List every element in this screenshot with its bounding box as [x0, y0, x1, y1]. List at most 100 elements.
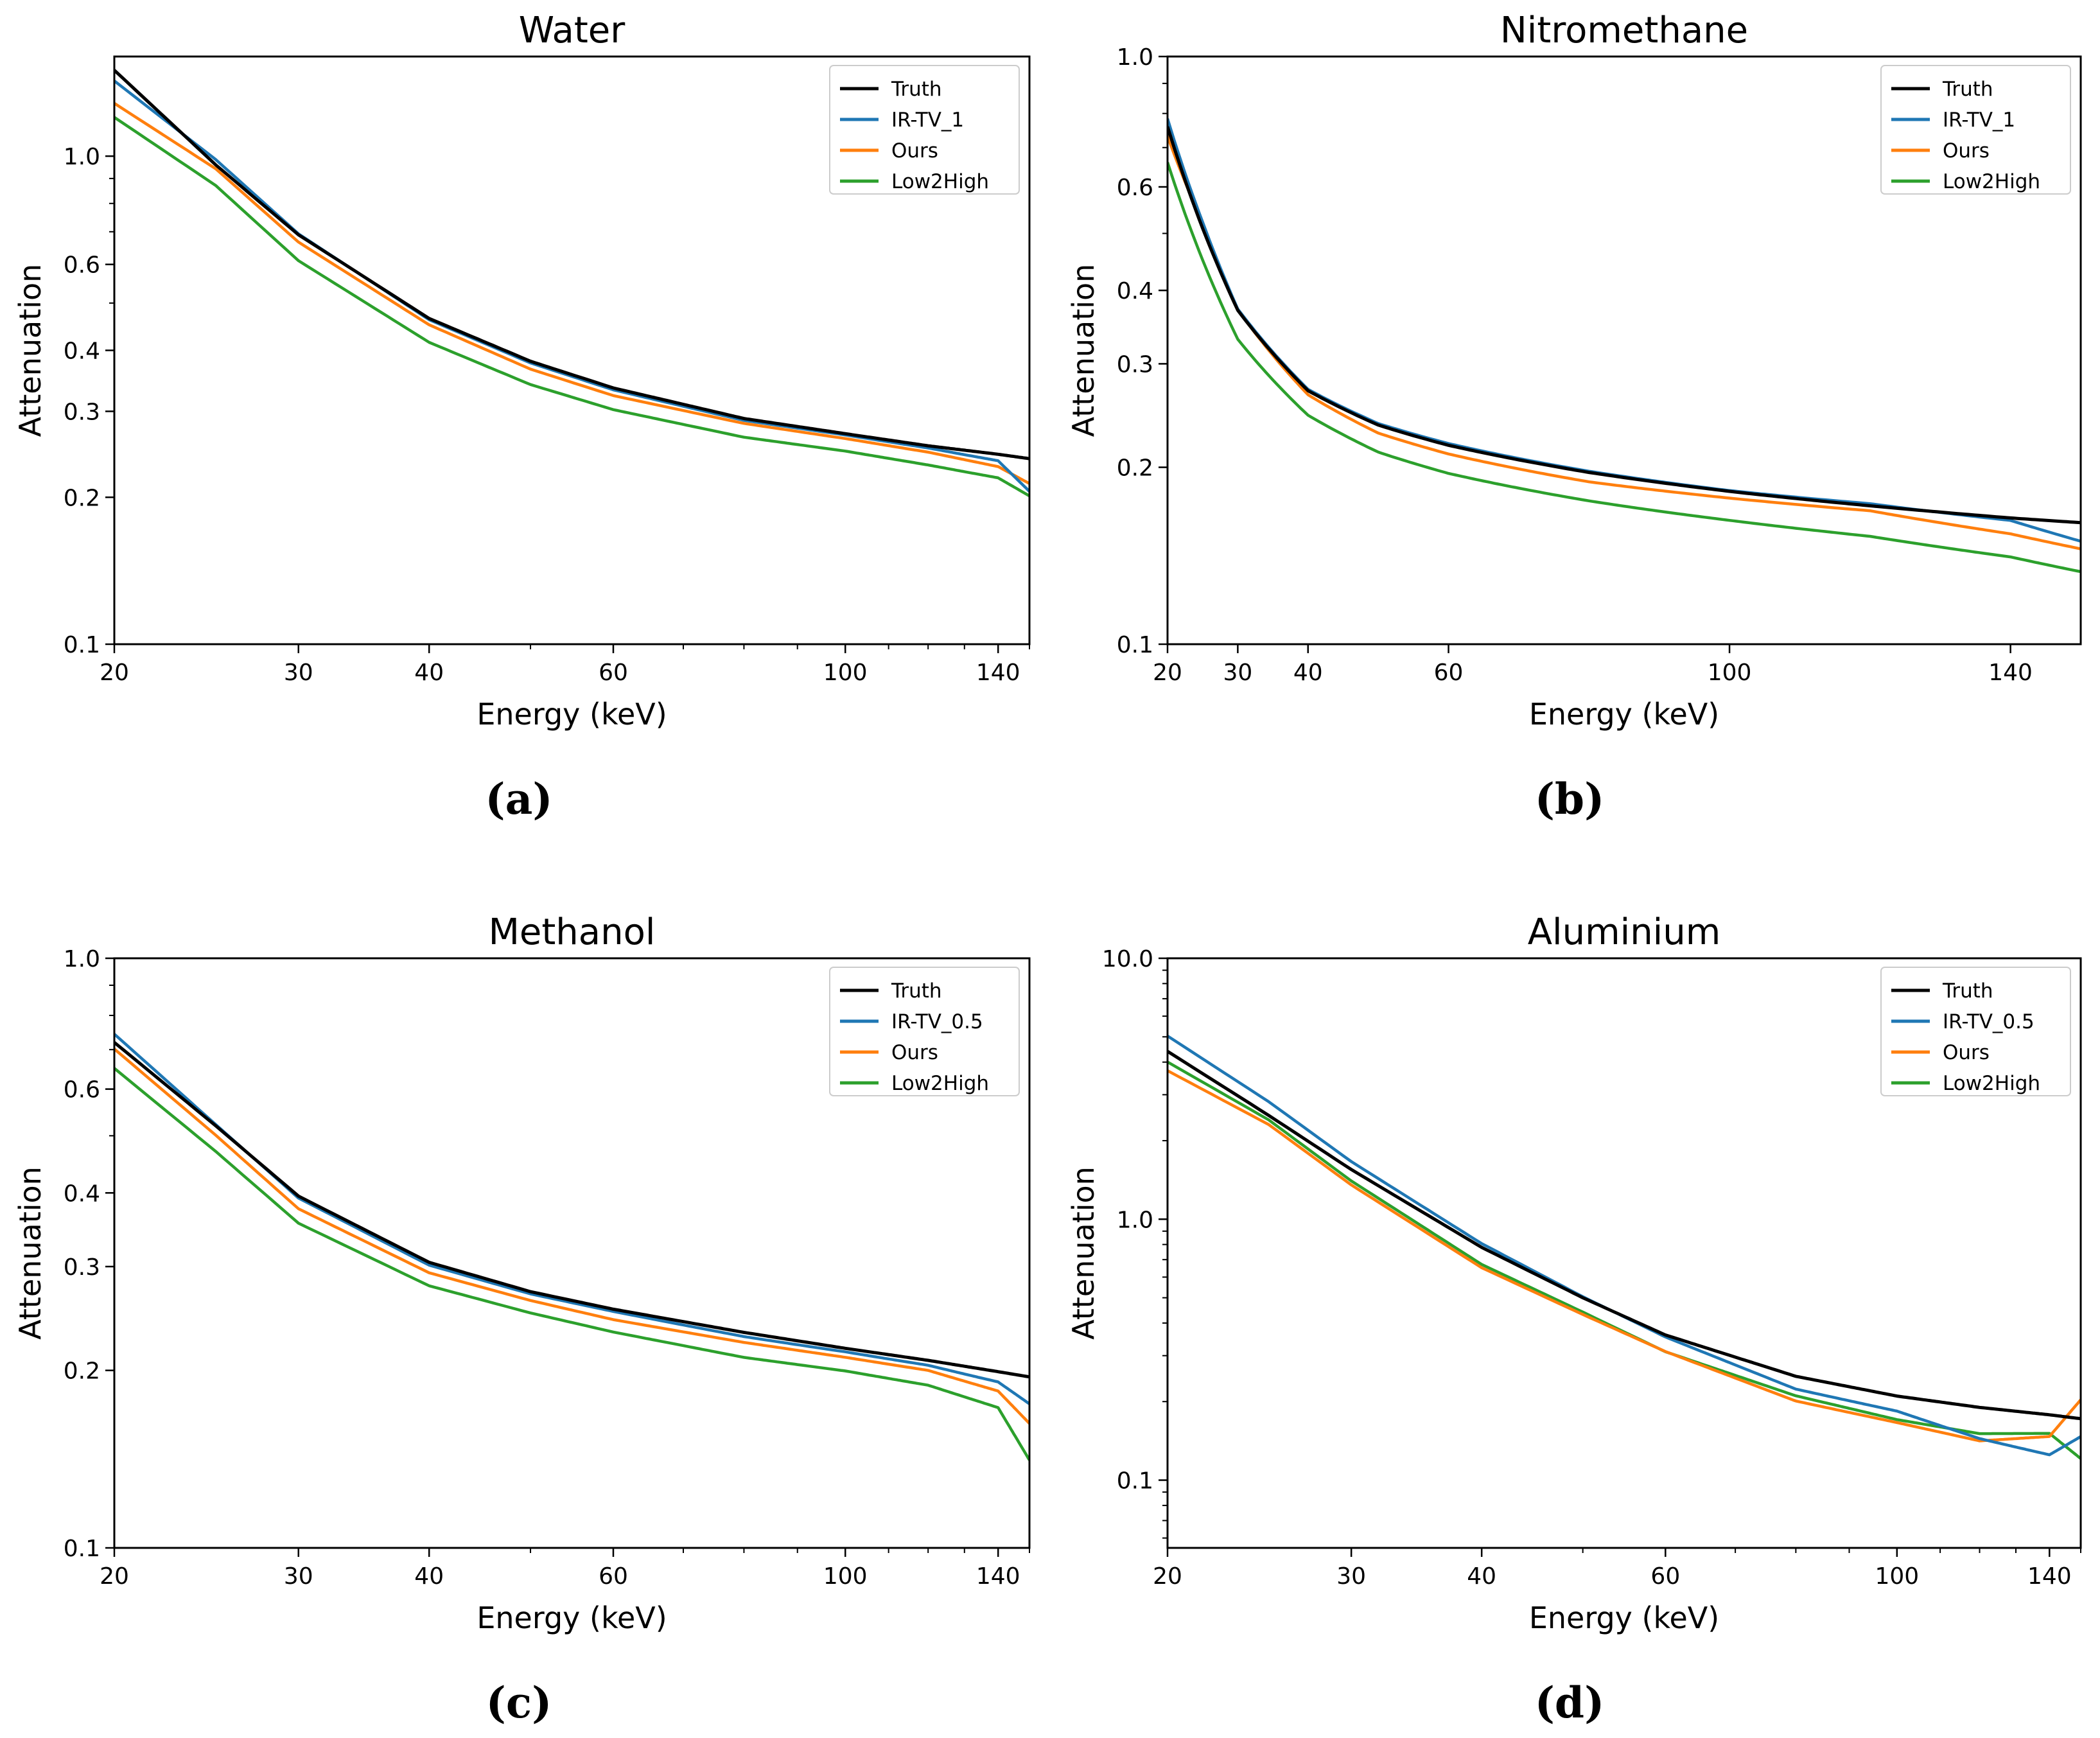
x-tick-label: 100 [1708, 660, 1752, 686]
panel-caption-c: (c) [486, 1678, 552, 1728]
chart-title: Nitromethane [1500, 10, 1748, 51]
legend-label: Ours [1943, 1041, 1990, 1064]
legend-label: Ours [1943, 139, 1990, 162]
x-tick-label: 20 [1153, 1563, 1182, 1590]
plot-frame [1166, 55, 2082, 645]
x-tick-label: 140 [2027, 1563, 2072, 1590]
y-tick-label: 0.2 [64, 1358, 100, 1385]
x-tick-label: 20 [1153, 660, 1182, 686]
chart-panel-0: Water Energy (keV) Attenuation 0.1 0.2 0.3 0.4… [13, 10, 1031, 732]
plot-frame [113, 55, 1031, 645]
y-tick-label: 0.2 [1117, 455, 1153, 482]
y-tick-label: 10.0 [1102, 946, 1153, 972]
x-axis-label: Energy (keV) [1529, 697, 1719, 732]
series-line-truth [1168, 126, 2081, 525]
legend-label: IR-TV_0.5 [1943, 1010, 2034, 1033]
series-line-low2high [1168, 162, 2081, 574]
y-tick-label: 0.6 [64, 252, 100, 279]
series-line-low2high [1168, 1060, 2081, 1460]
x-tick-label: 20 [100, 1563, 129, 1590]
panel-caption-b: (b) [1534, 774, 1605, 824]
legend [829, 65, 1020, 195]
legend-label: Ours [891, 139, 938, 162]
y-tick-label: 0.1 [64, 632, 100, 658]
x-axis-label: Energy (keV) [1529, 1601, 1719, 1635]
y-tick-label: 1.0 [64, 144, 100, 170]
y-axis-label: Attenuation [1066, 264, 1101, 437]
series-line-ours [114, 1048, 1029, 1425]
chart-title: Water [519, 10, 626, 51]
legend-label: Truth [1942, 78, 1993, 101]
y-tick-label: 0.3 [1117, 351, 1153, 378]
chart-panel-1: Nitromethane Energy (keV) Attenuation 0.1 0.… [1066, 10, 2082, 732]
x-tick-label: 30 [284, 660, 313, 686]
x-tick-label: 100 [1875, 1563, 1919, 1590]
y-tick-label: 0.4 [64, 338, 100, 365]
y-tick-label: 0.4 [64, 1181, 100, 1207]
x-tick-label: 30 [284, 1563, 313, 1590]
panel-caption-a: (a) [485, 774, 553, 824]
y-tick-label: 0.6 [1117, 175, 1153, 201]
series-line-truth [114, 1041, 1029, 1379]
legend-label: Ours [891, 1041, 938, 1064]
y-tick-label: 0.2 [64, 485, 100, 511]
chart-panel-2: Methanol Energy (keV) Attenuation 0.1 0.2 0.3… [13, 911, 1031, 1635]
legend-label: IR-TV_1 [1943, 109, 2015, 132]
x-tick-label: 60 [599, 1563, 628, 1590]
legend-label: Low2High [891, 1072, 989, 1095]
x-tick-label: 100 [823, 660, 868, 686]
legend [1880, 967, 2071, 1096]
x-tick-label: 140 [976, 660, 1020, 686]
chart-panel-3: Aluminium Energy (keV) Attenuation 0.1 1.0 10… [1066, 911, 2082, 1635]
y-tick-label: 0.3 [64, 399, 100, 425]
x-tick-label: 140 [1988, 660, 2033, 686]
x-tick-label: 30 [1336, 1563, 1366, 1590]
y-tick-label: 1.0 [1117, 1207, 1153, 1233]
series-line-low2high [114, 116, 1029, 498]
y-axis-label: Attenuation [13, 1166, 48, 1340]
legend-label: Truth [891, 78, 942, 101]
x-tick-label: 60 [1434, 660, 1464, 686]
y-tick-label: 0.6 [64, 1077, 100, 1103]
x-axis-label: Energy (keV) [477, 1601, 667, 1635]
plot-frame [1166, 957, 2082, 1549]
series-line-ours [1168, 1069, 2081, 1443]
y-tick-label: 1.0 [64, 946, 100, 972]
x-tick-label: 20 [100, 660, 129, 686]
x-tick-label: 40 [1293, 660, 1323, 686]
x-tick-label: 40 [414, 1563, 444, 1590]
legend-label: IR-TV_1 [891, 109, 964, 132]
series-line-ours [114, 101, 1029, 485]
x-tick-label: 140 [976, 1563, 1020, 1590]
x-tick-label: 40 [1467, 1563, 1496, 1590]
legend-label: Low2High [1943, 1072, 2040, 1095]
legend-label: IR-TV_0.5 [891, 1010, 983, 1033]
legend-label: Low2High [891, 170, 989, 193]
y-tick-label: 0.1 [1117, 1468, 1153, 1495]
y-tick-label: 0.4 [1117, 278, 1153, 304]
legend [829, 967, 1020, 1096]
x-tick-label: 60 [599, 660, 628, 686]
y-axis-label: Attenuation [13, 264, 48, 437]
y-tick-label: 0.1 [64, 1536, 100, 1562]
series-line-ours [1168, 136, 2081, 550]
series-line-ir-tv [114, 1033, 1029, 1405]
x-tick-label: 40 [414, 660, 444, 686]
y-tick-label: 1.0 [1117, 44, 1153, 71]
panel-caption-d: (d) [1534, 1678, 1605, 1728]
legend [1880, 65, 2071, 195]
series-line-truth [1168, 1049, 2081, 1421]
x-axis-label: Energy (keV) [477, 697, 667, 732]
y-axis-label: Attenuation [1066, 1166, 1101, 1340]
chart-title: Aluminium [1528, 911, 1721, 953]
legend-label: Low2High [1943, 170, 2040, 193]
x-tick-label: 100 [823, 1563, 868, 1590]
x-tick-label: 30 [1223, 660, 1252, 686]
legend-label: Truth [891, 979, 942, 1003]
series-line-truth [114, 69, 1029, 461]
chart-title: Methanol [489, 911, 656, 953]
x-tick-label: 60 [1650, 1563, 1680, 1590]
series-line-ir-tv [1168, 1035, 2081, 1457]
series-line-low2high [114, 1067, 1029, 1461]
